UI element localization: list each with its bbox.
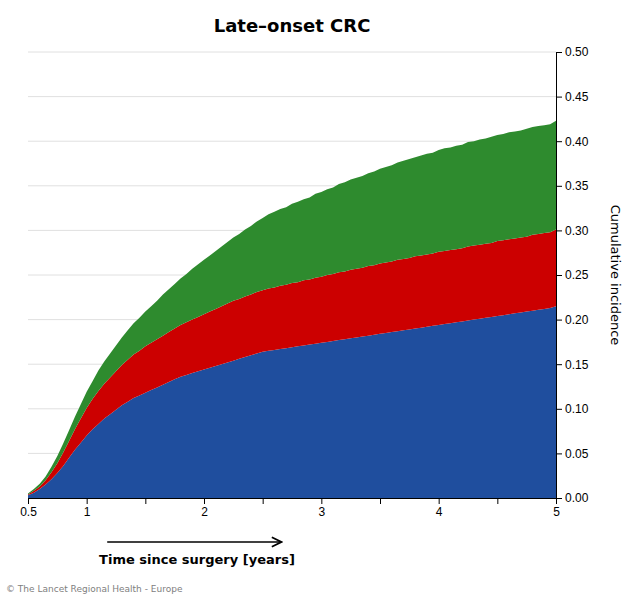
x-tick: 5: [553, 498, 560, 519]
x-tick-label: 1: [84, 505, 91, 519]
y-axis-title: Cumulative incidence: [608, 205, 623, 346]
x-axis-arrow: [107, 541, 281, 543]
y-tick-label: 0.45: [565, 90, 589, 104]
x-axis-title: Time since surgery [years]: [99, 552, 295, 567]
chart: 0.5 1 2 3 4 5 0.00 0.05 0.10 0.15 0.20 0.25 0.30 0.35…: [0, 0, 634, 598]
x-tick: [497, 498, 498, 504]
y-tick-label: 0.50: [565, 45, 589, 59]
x-tick-label: 3: [318, 505, 325, 519]
x-axis-line: [29, 499, 557, 505]
x-tick: [380, 498, 381, 504]
y-tick-mark: [556, 364, 562, 365]
x-tick: [145, 498, 146, 504]
y-tick-mark: [556, 97, 562, 98]
x-tick: 0.5: [20, 498, 37, 519]
areas: [28, 121, 556, 498]
y-tick: 0.40: [556, 135, 589, 149]
y-tick: 0.50: [556, 45, 589, 59]
x-tick-mark: [380, 498, 381, 504]
y-tick-mark: [556, 186, 562, 187]
y-tick-label: 0.20: [565, 313, 589, 327]
y-tick-label: 0.35: [565, 179, 589, 193]
y-tick: 0.35: [556, 179, 589, 193]
x-tick-mark: [439, 498, 440, 504]
y-tick: 0.25: [556, 268, 589, 282]
y-tick: 0.45: [556, 90, 589, 104]
x-tick-mark: [145, 498, 146, 504]
y-tick-label: 0.15: [565, 358, 589, 372]
y-tick-mark: [556, 320, 562, 321]
x-tick-label: 4: [436, 505, 443, 519]
x-tick: 3: [318, 498, 325, 519]
y-tick-mark: [556, 409, 562, 410]
grid-line: [28, 52, 556, 53]
x-tick: [263, 498, 264, 504]
x-tick-label: 5: [553, 505, 560, 519]
y-tick-label: 0.00: [565, 491, 589, 505]
title: Late–onset CRC: [214, 15, 371, 36]
x-tick: 1: [84, 498, 91, 519]
plot: 0.5 1 2 3 4 5 0.00 0.05 0.10 0.15 0.20 0.25 0.30 0.35…: [20, 45, 589, 518]
y-tick: 0.00: [556, 491, 589, 505]
x-tick: 4: [436, 498, 443, 519]
y-tick-label: 0.05: [565, 447, 589, 461]
x-tick-mark: [321, 498, 322, 504]
y-tick-mark: [556, 230, 562, 231]
grid: [28, 52, 556, 498]
y-tick-mark: [556, 498, 562, 499]
y-tick: 0.10: [556, 402, 589, 416]
x-tick-label: 2: [201, 505, 208, 519]
y-tick-mark: [556, 52, 562, 53]
y-tick-mark: [556, 141, 562, 142]
y-tick-mark: [556, 453, 562, 454]
y-tick: 0.05: [556, 447, 589, 461]
grid-line: [28, 96, 556, 97]
y-tick-label: 0.25: [565, 268, 589, 282]
watermark: © The Lancet Regional Health - Europe: [6, 584, 183, 594]
x-tick-mark: [263, 498, 264, 504]
x-tick: 2: [201, 498, 208, 519]
x-tick-mark: [28, 498, 29, 504]
x-tick-mark: [497, 498, 498, 504]
x-axis: 0.5 1 2 3 4 5: [20, 498, 560, 519]
area: [28, 121, 556, 495]
y-tick-label: 0.30: [565, 224, 589, 238]
y-tick-label: 0.10: [565, 402, 589, 416]
y-axis: 0.00 0.05 0.10 0.15 0.20 0.25 0.30 0.35 0.40 0.45…: [556, 45, 589, 505]
y-tick-label: 0.40: [565, 135, 589, 149]
x-tick-label: 0.5: [20, 505, 37, 519]
y-tick-mark: [556, 275, 562, 276]
x-tick-mark: [87, 498, 88, 504]
y-tick: 0.30: [556, 224, 589, 238]
y-tick: 0.20: [556, 313, 589, 327]
y-tick: 0.15: [556, 358, 589, 372]
y-axis-line: [557, 53, 563, 499]
x-tick-mark: [204, 498, 205, 504]
